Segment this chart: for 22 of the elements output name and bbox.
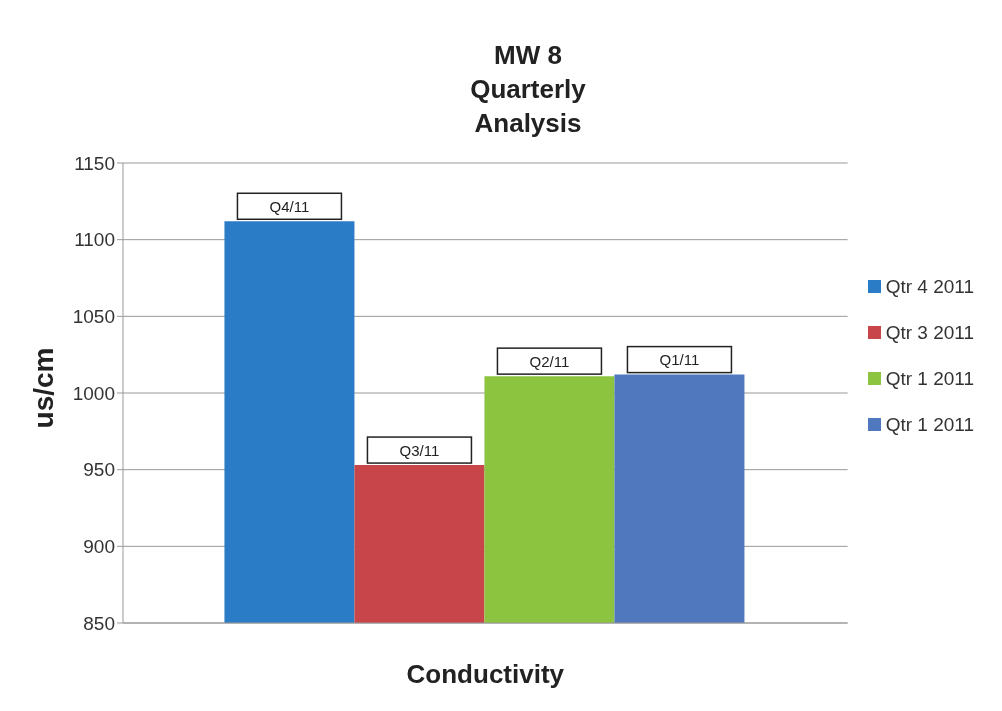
y-tick-label: 850	[83, 612, 115, 634]
data-label: Q2/11	[529, 352, 570, 370]
legend-label: Qtr 1 2011	[884, 366, 974, 391]
y-tick-label: 1100	[74, 229, 115, 251]
y-tick-label: 950	[83, 459, 115, 481]
y-tick-label: 1050	[72, 306, 115, 328]
data-label: Q1/11	[659, 351, 700, 369]
label-frame: Q1/11	[626, 345, 733, 374]
y-axis-title: us/cm	[28, 346, 60, 431]
legend-label: Qtr 3 2011	[884, 320, 974, 345]
y-tick-label: 900	[83, 536, 115, 558]
legend-label: Qtr 4 2011	[884, 274, 974, 299]
data-label: Q3/11	[399, 441, 440, 459]
x-axis-title: Conductivity	[406, 659, 565, 689]
y-tick-label: 1000	[72, 382, 115, 404]
chart-title: MW 8 Quarterly Analysis	[469, 39, 587, 140]
label-frame: Q4/11	[236, 192, 343, 220]
legend-label: Qtr 1 2011	[884, 412, 974, 437]
y-tick-label: 1150	[74, 152, 115, 174]
label-frame: Q2/11	[496, 347, 603, 375]
data-label: Q4/11	[269, 197, 310, 215]
label-frame: Q3/11	[366, 436, 473, 464]
